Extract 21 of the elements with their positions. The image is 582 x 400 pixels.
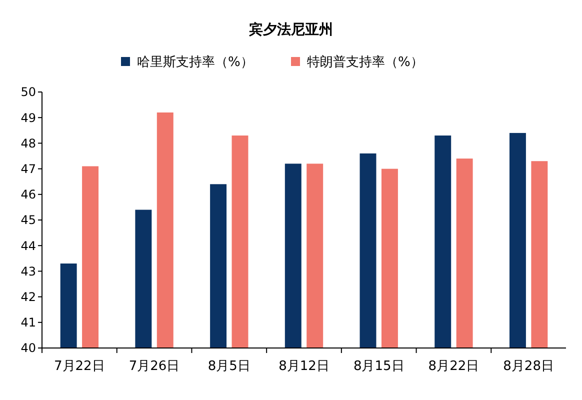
y-tick-label: 47 bbox=[20, 162, 36, 176]
x-tick-label: 8月12日 bbox=[278, 359, 330, 374]
x-tick-label: 8月5日 bbox=[208, 359, 250, 374]
y-tick-label: 48 bbox=[20, 136, 36, 150]
x-tick-label: 8月15日 bbox=[353, 359, 404, 374]
y-tick-label: 40 bbox=[20, 341, 36, 356]
legend-label: 特朗普支持率（%） bbox=[307, 54, 424, 70]
y-tick-label: 46 bbox=[20, 188, 36, 202]
y-tick-label: 50 bbox=[20, 85, 36, 100]
legend-label: 哈里斯支持率（%） bbox=[137, 54, 254, 70]
y-tick-label: 45 bbox=[20, 213, 36, 228]
y-tick-label: 43 bbox=[20, 264, 36, 278]
chart-title: 宾夕法尼亚州 bbox=[248, 21, 333, 38]
y-tick-label: 49 bbox=[20, 110, 36, 125]
x-tick-label: 8月28日 bbox=[503, 359, 554, 374]
x-tick-label: 7月26日 bbox=[128, 359, 180, 374]
y-tick-label: 41 bbox=[20, 316, 36, 330]
y-tick-label: 44 bbox=[20, 238, 36, 253]
x-tick-label: 7月22日 bbox=[54, 359, 105, 374]
x-tick-label: 8月22日 bbox=[428, 359, 480, 374]
y-tick-label: 42 bbox=[20, 290, 36, 304]
